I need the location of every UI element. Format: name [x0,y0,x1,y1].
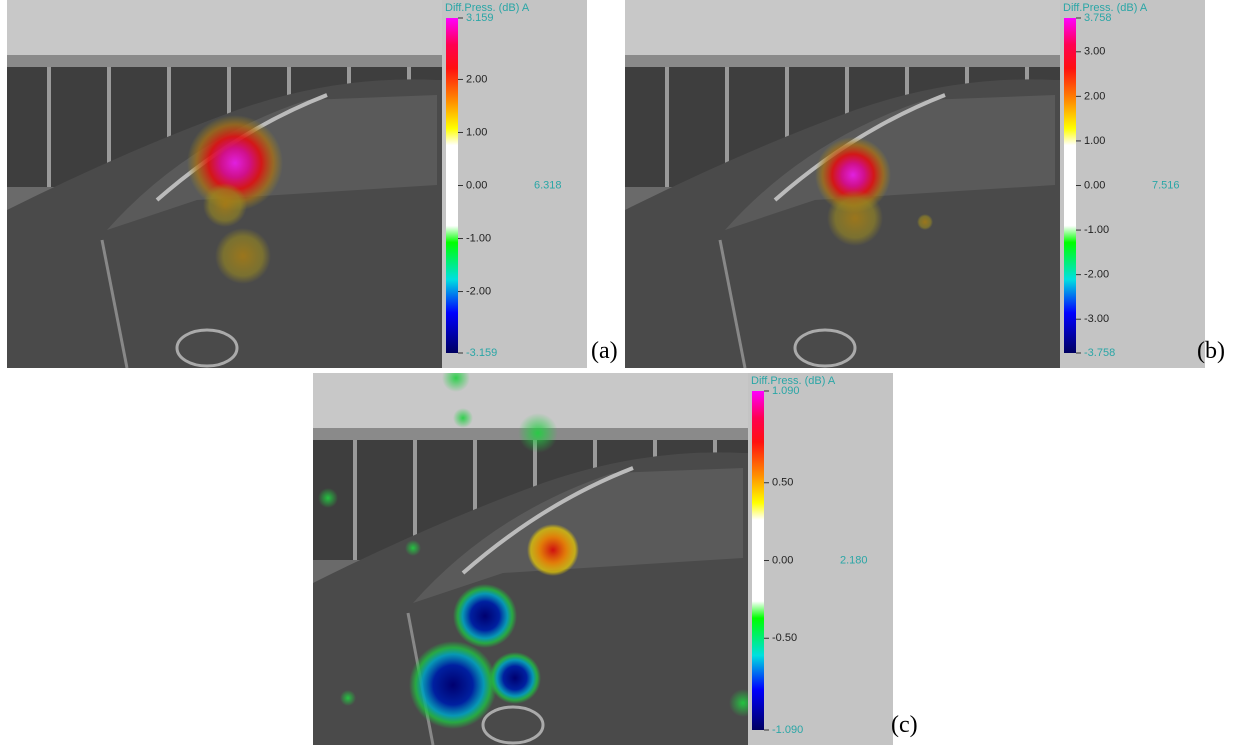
heat-blob [340,690,356,706]
heat-blob [518,413,558,453]
tick-label: 2.00 [466,73,487,85]
window-frame [47,67,51,187]
panel-label: (b) [1197,338,1225,365]
colorbar-panel [1060,0,1205,368]
tick-label: 3.159 [466,12,494,24]
tick-label: 0.00 [1084,179,1105,191]
range-label: 7.516 [1152,179,1180,191]
colorbar-panel [442,0,587,368]
tick-label: 2.00 [1084,90,1105,102]
tick-label: -1.00 [1084,224,1109,236]
panel: Diff.Press. (dB) A3.1592.001.000.00-1.00… [7,0,587,368]
colorbar [1064,18,1076,353]
heat-blob [453,408,473,428]
tick-label: -2.00 [466,285,491,297]
window-frame [353,440,357,560]
tick-label: 1.00 [466,126,487,138]
heat-blob [453,584,517,648]
tick-label: -3.758 [1084,347,1115,359]
tick-label: 3.00 [1084,46,1105,58]
heat-blob [489,652,541,704]
range-label: 2.180 [840,554,868,566]
heat-blob [318,488,338,508]
building-top [625,0,1060,60]
heat-blob [527,524,579,576]
heat-blob [215,228,271,284]
panel: Diff.Press. (dB) A3.7583.002.001.000.00-… [625,0,1205,368]
heat-blob [203,183,247,227]
tick-label: 0.00 [466,179,487,191]
colorbar [752,391,764,730]
panel-label: (c) [891,712,918,739]
colorbar-panel [748,373,893,745]
tick-label: 0.50 [772,477,793,489]
heat-blob [827,190,883,246]
tick-label: 1.00 [1084,135,1105,147]
tick-label: 3.758 [1084,12,1112,24]
tick-label: -1.090 [772,724,803,736]
range-label: 6.318 [534,179,562,191]
figure: Diff.Press. (dB) A3.1592.001.000.00-1.00… [0,0,1239,751]
roof-edge [7,55,442,67]
tick-label: -3.00 [1084,313,1109,325]
tick-label: -1.00 [466,232,491,244]
tick-label: 0.00 [772,554,793,566]
heat-blob [409,641,497,729]
panel: Diff.Press. (dB) A1.0900.500.00-0.50-1.0… [313,373,893,745]
tick-label: -3.159 [466,347,497,359]
roof-edge [625,55,1060,67]
tick-label: -0.50 [772,632,797,644]
colorbar [446,18,458,353]
heat-blob [405,540,421,556]
panel-label: (a) [591,338,618,365]
tick-label: -2.00 [1084,269,1109,281]
tick-label: 1.090 [772,385,800,397]
window-frame [665,67,669,187]
building-top [7,0,442,60]
heat-blob [917,214,933,230]
